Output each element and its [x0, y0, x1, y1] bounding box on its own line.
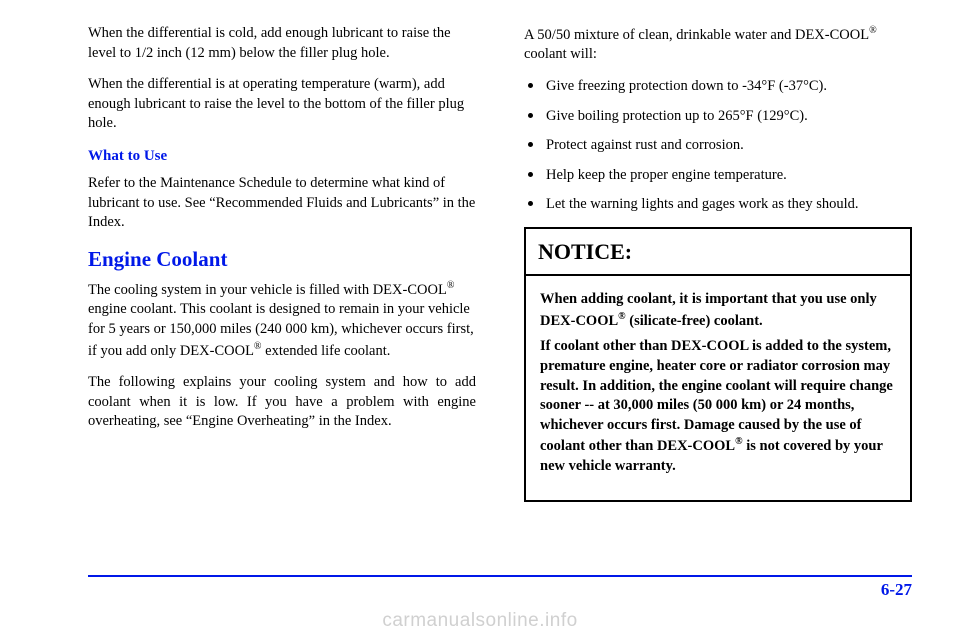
- list-item: Give boiling protection up to 265°F (129…: [524, 107, 912, 127]
- left-column: When the differential is cold, add enoug…: [88, 24, 476, 502]
- registered-icon: ®: [618, 311, 625, 322]
- right-column: A 50/50 mixture of clean, drinkable wate…: [524, 24, 912, 502]
- paragraph: The following explains your cooling syst…: [88, 373, 476, 432]
- watermark: carmanualsonline.info: [0, 608, 960, 634]
- registered-icon: ®: [735, 436, 742, 447]
- heading-engine-coolant: Engine Coolant: [88, 245, 476, 273]
- registered-icon: ®: [254, 341, 262, 352]
- text: extended life coolant.: [262, 342, 391, 358]
- notice-paragraph: If coolant other than DEX-COOL is added …: [540, 337, 896, 476]
- registered-icon: ®: [869, 25, 877, 36]
- notice-body: When adding coolant, it is important tha…: [526, 276, 910, 500]
- notice-heading: NOTICE:: [526, 229, 910, 277]
- paragraph: A 50/50 mixture of clean, drinkable wate…: [524, 24, 912, 65]
- notice-paragraph: When adding coolant, it is important tha…: [540, 290, 896, 331]
- bullet-list: Give freezing protection down to -34°F (…: [524, 77, 912, 215]
- text: A 50/50 mixture of clean, drinkable wate…: [524, 27, 869, 43]
- list-item: Give freezing protection down to -34°F (…: [524, 77, 912, 97]
- subheading-what-to-use: What to Use: [88, 146, 476, 166]
- page-number: 6-27: [881, 579, 912, 602]
- page-content: When the differential is cold, add enoug…: [0, 0, 960, 502]
- list-item: Help keep the proper engine temperature.: [524, 166, 912, 186]
- paragraph: The cooling system in your vehicle is fi…: [88, 279, 476, 361]
- text: The cooling system in your vehicle is fi…: [88, 282, 447, 298]
- list-item: Protect against rust and corrosion.: [524, 136, 912, 156]
- paragraph: Refer to the Maintenance Schedule to det…: [88, 174, 476, 233]
- paragraph: When the differential is cold, add enoug…: [88, 24, 476, 63]
- registered-icon: ®: [447, 280, 455, 291]
- list-item: Let the warning lights and gages work as…: [524, 195, 912, 215]
- text: (silicate-free) coolant.: [626, 313, 763, 329]
- page-footer: 6-27: [0, 575, 960, 602]
- notice-box: NOTICE: When adding coolant, it is impor…: [524, 227, 912, 502]
- footer-rule: [88, 575, 912, 577]
- text: coolant will:: [524, 46, 597, 62]
- paragraph: When the differential is at operating te…: [88, 75, 476, 134]
- text: If coolant other than DEX-COOL is added …: [540, 338, 893, 454]
